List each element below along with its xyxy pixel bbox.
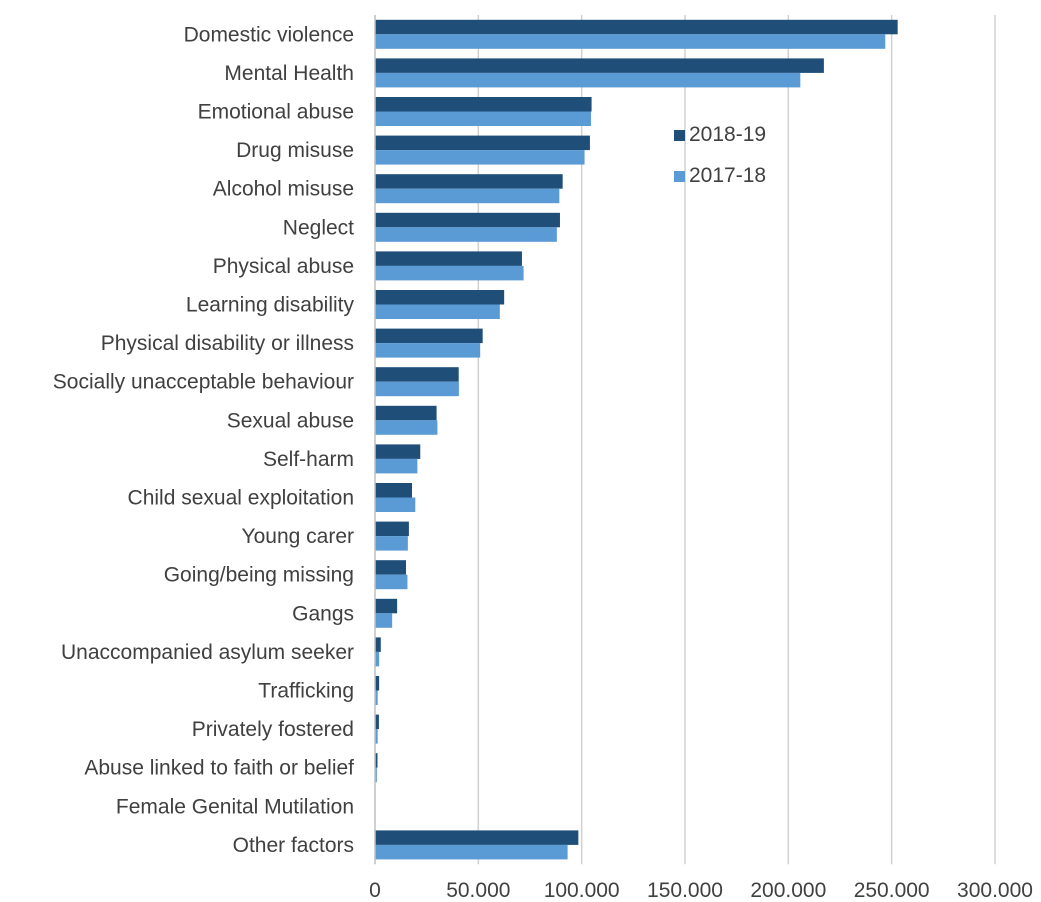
legend-swatch-2 [674, 171, 685, 182]
bar-series2-10 [375, 420, 438, 435]
bar-series1-12 [375, 483, 412, 498]
bar-series1-17 [375, 676, 380, 691]
bar-series1-1 [375, 58, 824, 73]
bar-series2-15 [375, 613, 393, 628]
bar-series1-8 [375, 328, 483, 344]
x-tick-label: 50.000 [446, 879, 510, 902]
bar-series1-16 [375, 637, 381, 652]
category-label: Emotional abuse [198, 101, 354, 124]
category-label: Unaccompanied asylum seeker [61, 641, 354, 664]
category-label: Socially unacceptable behaviour [53, 371, 354, 394]
bar-series2-19 [375, 767, 377, 783]
bar-series2-3 [375, 150, 585, 165]
bar-series2-11 [375, 458, 418, 474]
bar-series2-18 [375, 729, 378, 744]
bar-series2-7 [375, 304, 500, 319]
bar-series1-7 [375, 290, 505, 305]
bar-series1-14 [375, 560, 406, 575]
legend-label-1: 2018-19 [689, 123, 766, 146]
legend-swatch-1 [674, 130, 685, 141]
bar-series2-5 [375, 227, 557, 242]
category-label: Domestic violence [184, 23, 354, 46]
bar-series1-6 [375, 251, 522, 266]
category-label: Self-harm [263, 448, 354, 471]
x-tick-label: 250.000 [854, 879, 930, 902]
bar-series1-21 [375, 830, 579, 845]
bar-series2-16 [375, 651, 380, 667]
bar-series2-8 [375, 343, 481, 358]
bar-series2-0 [375, 34, 886, 49]
category-label: Gangs [292, 602, 354, 625]
bars [375, 19, 898, 860]
bar-series2-6 [375, 265, 524, 281]
bar-series1-2 [375, 97, 592, 112]
category-label: Abuse linked to faith or belief [84, 757, 354, 780]
bar-series1-19 [375, 753, 378, 768]
bar-series1-13 [375, 521, 409, 537]
bar-series1-3 [375, 135, 590, 151]
category-label: Child sexual exploitation [128, 487, 354, 510]
bar-series2-13 [375, 536, 408, 551]
bar-series2-14 [375, 574, 408, 590]
category-label: Drug misuse [236, 139, 354, 162]
bar-series1-11 [375, 444, 421, 459]
category-label: Physical abuse [213, 255, 354, 278]
category-label: Other factors [233, 834, 354, 857]
bar-series1-10 [375, 405, 437, 421]
bar-series1-4 [375, 174, 563, 189]
bar-series1-18 [375, 714, 379, 730]
category-labels: Domestic violence Mental Health Emotional … [53, 23, 355, 857]
bar-series2-21 [375, 844, 568, 860]
x-tick-label: 200.000 [750, 879, 826, 902]
x-tick-label: 150.000 [647, 879, 723, 902]
x-tick-label: 0 [369, 879, 381, 902]
category-label: Going/being missing [164, 564, 354, 587]
category-label: Alcohol misuse [213, 178, 354, 201]
category-label: Physical disability or illness [101, 332, 354, 355]
bar-series2-1 [375, 72, 801, 88]
bar-series2-12 [375, 497, 416, 512]
bar-series1-15 [375, 598, 398, 614]
bar-series1-5 [375, 212, 560, 228]
x-tick-label: 100.000 [544, 879, 620, 902]
category-label: Sexual abuse [227, 409, 354, 432]
category-label: Privately fostered [192, 718, 354, 741]
bar-series2-17 [375, 690, 378, 705]
category-label: Neglect [283, 216, 354, 239]
category-label: Young carer [242, 525, 354, 548]
category-label: Trafficking [258, 680, 354, 703]
category-label: Mental Health [224, 62, 354, 85]
bar-series1-0 [375, 19, 898, 35]
category-label: Female Genital Mutilation [116, 795, 354, 818]
bar-series2-2 [375, 111, 591, 126]
x-tick-label: 300.000 [957, 879, 1033, 902]
bar-series2-9 [375, 381, 459, 397]
category-label: Learning disability [186, 294, 355, 317]
bar-series1-9 [375, 367, 459, 382]
x-tick-labels: 0 50.000 100.000 150.000 200.000 250.000 300.0… [369, 879, 1033, 902]
bar-series2-4 [375, 188, 560, 204]
legend: 2018-19 2017-18 [674, 123, 766, 187]
legend-label-2: 2017-18 [689, 164, 766, 187]
